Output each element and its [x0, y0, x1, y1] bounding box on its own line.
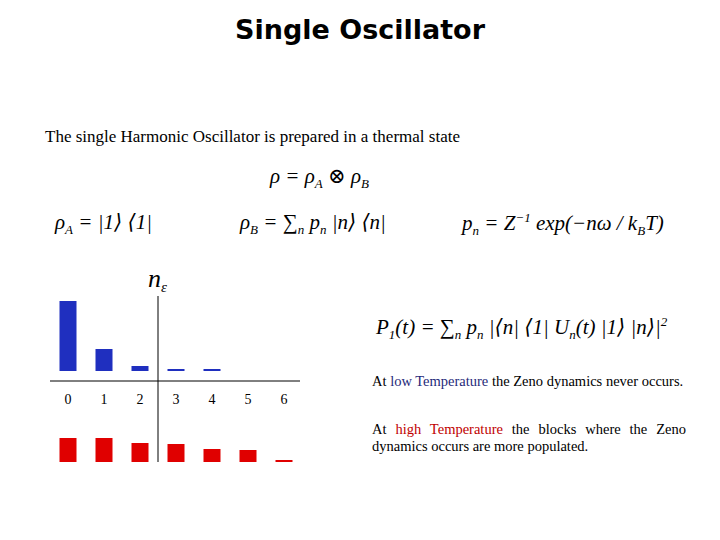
bar — [168, 444, 185, 462]
formula: P1(t) = ∑n pn |⟨n| ⟨1| Un(t) |1⟩ |n⟩|2 — [376, 314, 667, 343]
subscript: n — [569, 327, 576, 342]
bar — [204, 449, 221, 462]
bar — [132, 443, 149, 462]
formula-text: ρ — [240, 210, 250, 234]
subscript: A — [65, 222, 73, 237]
formula-text: p — [462, 211, 473, 235]
formula-text: |n⟩ ⟨n| — [326, 210, 385, 234]
threshold-label: nε — [148, 264, 167, 295]
formula-text: (t) |1⟩ |n⟩| — [576, 315, 661, 339]
tick-label: 0 — [65, 392, 72, 407]
subscript: B — [637, 223, 645, 238]
intro-text: The single Harmonic Oscillator is prepar… — [45, 127, 460, 147]
label-sub: ε — [161, 279, 167, 295]
formula-text: = |1⟩ ⟨1| — [73, 210, 152, 234]
formula: ρB = ∑n pn |n⟩ ⟨n| — [240, 210, 386, 238]
formula-text: exp(−nω / k — [531, 211, 638, 235]
text-run: At — [372, 373, 390, 389]
tick-label: 5 — [245, 392, 252, 407]
tick-label: 6 — [281, 392, 288, 407]
formula-text: (t) = ∑ — [395, 315, 454, 339]
bar — [60, 301, 77, 371]
bar — [96, 438, 113, 462]
formula-text: P — [376, 315, 389, 339]
paragraph: At high Temperature the blocks where the… — [372, 421, 686, 455]
bar — [204, 369, 221, 371]
subscript: n — [477, 327, 484, 342]
subscript: B — [361, 176, 369, 191]
formula: pn = Z−1 exp(−nω / kBT) — [462, 210, 664, 239]
bars — [60, 301, 221, 371]
subscript: 1 — [389, 327, 396, 342]
text-run: the Zeno dynamics never occurs. — [488, 373, 683, 389]
formula: ρ = ρA ⊗ ρB — [270, 164, 369, 192]
subscript: A — [315, 176, 323, 191]
bar — [96, 349, 113, 371]
tick-label: 4 — [209, 392, 216, 407]
charts: 0123456nε — [0, 0, 720, 540]
tick-label: 1 — [101, 392, 108, 407]
title: Single Oscillator — [0, 14, 720, 45]
threshold-line — [158, 296, 159, 462]
label-main: n — [148, 264, 161, 293]
subscript: n — [473, 223, 480, 238]
formula-text: p — [304, 210, 320, 234]
formula-text: ⊗ ρ — [323, 164, 361, 188]
bar — [60, 438, 77, 462]
subscript: n — [320, 222, 327, 237]
formula-text: T) — [645, 211, 664, 235]
superscript: 2 — [661, 314, 668, 329]
subscript: n — [455, 327, 462, 342]
formula: ρA = |1⟩ ⟨1| — [55, 210, 152, 238]
bar — [240, 450, 257, 462]
formula-text: ρ = ρ — [270, 164, 315, 188]
text-run: low Temperature — [390, 373, 488, 389]
formula-text: p — [461, 315, 477, 339]
bars — [60, 438, 293, 462]
text-run: high Temperature — [395, 421, 502, 437]
subscript: B — [250, 222, 258, 237]
paragraph: At low Temperature the Zeno dynamics nev… — [372, 373, 686, 390]
tick-label: 2 — [137, 392, 144, 407]
x-axis — [50, 381, 300, 382]
bar — [276, 371, 293, 372]
tick-label: 3 — [173, 392, 180, 407]
superscript: −1 — [515, 210, 530, 225]
bar — [168, 369, 185, 371]
formula-text: ρ — [55, 210, 65, 234]
formula-text: = ∑ — [258, 210, 298, 234]
text-run: At — [372, 421, 395, 437]
subscript: n — [298, 222, 305, 237]
bar — [132, 366, 149, 371]
formula-text: |⟨n| ⟨1| U — [484, 315, 570, 339]
bar — [276, 460, 293, 462]
formula-text: = Z — [479, 211, 515, 235]
bar — [240, 371, 257, 372]
